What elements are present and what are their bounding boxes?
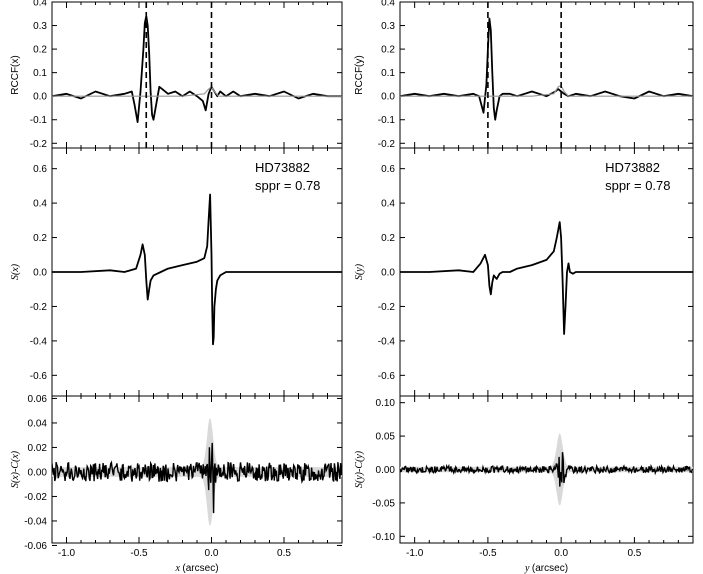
- y-tick-label: 0.00: [376, 465, 396, 476]
- y-tick-label: -0.06: [24, 541, 47, 552]
- error-band: [52, 418, 342, 526]
- y-tick-label: 0.10: [376, 398, 396, 409]
- panel-1: -0.6 -0.4 -0.2 0.0 0.2 0.4 0.6 S(x) HD73882 sppr …: [10, 147, 343, 397]
- y-tick-label: -0.2: [378, 302, 396, 313]
- y-tick-label: 0.2: [381, 45, 395, 56]
- y-axis-label: S(y)-C(y): [354, 450, 365, 488]
- y-tick-label: -0.04: [24, 516, 47, 527]
- y-axis-label: RCCF(x): [10, 55, 21, 94]
- plot-area: [400, 433, 693, 506]
- x-tick-label: -0.5: [130, 548, 148, 559]
- star-name-label: HD73882: [605, 160, 660, 175]
- y-tick-label: 0.2: [33, 233, 47, 244]
- plot-frame: [51, 1, 343, 149]
- y-tick-label: 0.06: [28, 394, 48, 405]
- y-tick-label: -0.4: [378, 336, 396, 347]
- y-tick-label: 0.02: [28, 443, 48, 454]
- y-tick-label: -0.1: [30, 115, 48, 126]
- y-tick-label: 0.4: [33, 0, 47, 9]
- y-tick-label: -0.2: [378, 139, 396, 150]
- secondary-series-line: [400, 85, 693, 97]
- y-tick-label: 0.4: [381, 199, 395, 210]
- series-line: [52, 15, 342, 123]
- plot-area: [400, 2, 693, 148]
- residual-line: [52, 442, 342, 514]
- y-tick-label: 0.4: [381, 0, 395, 9]
- y-axis-label: S(y): [354, 263, 365, 280]
- series-line: [400, 221, 693, 335]
- x-axis-label: x (arcsec): [174, 563, 218, 574]
- y-axis-label: RCCF(y): [354, 55, 365, 94]
- x-tick-label: 0.0: [554, 548, 568, 559]
- sppr-label: sppr = 0.78: [605, 178, 670, 193]
- secondary-series-line: [52, 86, 342, 97]
- y-tick-label: -0.6: [378, 371, 396, 382]
- y-tick-label: -0.02: [24, 492, 47, 503]
- y-tick-label: -0.4: [30, 336, 48, 347]
- y-tick-label: 0.3: [381, 21, 395, 32]
- x-tick-label: 0.5: [627, 548, 641, 559]
- y-tick-label: 0.6: [381, 164, 395, 175]
- plot-frame: [399, 1, 694, 149]
- y-tick-label: 0.2: [33, 45, 47, 56]
- y-tick-label: 0.05: [376, 432, 396, 443]
- y-tick-label: 0.0: [381, 92, 395, 103]
- plot-area: [400, 221, 693, 335]
- y-tick-label: 0.4: [33, 199, 47, 210]
- x-tick-label: -1.0: [58, 548, 76, 559]
- y-tick-label: 0.3: [33, 21, 47, 32]
- x-axis-label: y (arcsec): [524, 563, 568, 574]
- y-tick-label: -0.2: [30, 302, 48, 313]
- y-axis-label: S(x): [10, 263, 21, 280]
- y-tick-label: 0.0: [33, 268, 47, 279]
- sppr-label: sppr = 0.78: [255, 178, 320, 193]
- y-tick-label: -0.1: [378, 115, 396, 126]
- y-tick-label: 0.04: [28, 418, 48, 429]
- y-tick-label: -0.10: [372, 532, 395, 543]
- y-axis-label: S(x)-C(x): [10, 450, 21, 488]
- panel-4: -0.6 -0.4 -0.2 0.0 0.2 0.4 0.6 S(y) HD73882 sppr …: [354, 147, 694, 397]
- x-tick-label: -0.5: [479, 548, 497, 559]
- y-tick-label: 0.2: [381, 233, 395, 244]
- panel-0: -0.2 -0.1 0.0 0.1 0.2 0.3 0.4 RCCF(x): [10, 0, 343, 150]
- x-tick-label: 0.0: [205, 548, 219, 559]
- x-tick-label: 0.5: [277, 548, 291, 559]
- star-name-label: HD73882: [255, 160, 310, 175]
- plot-area: [52, 193, 342, 346]
- y-tick-label: -0.2: [30, 139, 48, 150]
- y-tick-label: 0.00: [28, 467, 48, 478]
- x-tick-label: -1.0: [406, 548, 424, 559]
- y-tick-label: 0.0: [33, 92, 47, 103]
- y-tick-label: 0.1: [33, 68, 47, 79]
- plot-area: [52, 418, 342, 526]
- y-tick-label: -0.05: [372, 498, 395, 509]
- series-line: [400, 17, 693, 121]
- series-line: [52, 193, 342, 346]
- y-tick-label: 0.6: [33, 164, 47, 175]
- y-tick-label: 0.1: [381, 68, 395, 79]
- residual-line: [400, 452, 693, 487]
- panel-2: -0.06 -0.04 -0.02 0.00 0.02 0.04 0.06 -1.0 -0.5 0…: [10, 394, 343, 574]
- panel-5: -0.10 -0.05 0.00 0.05 0.10 -1.0 -0.5 0.0 0.5 y (a…: [354, 395, 694, 574]
- panel-3: -0.2 -0.1 0.0 0.1 0.2 0.3 0.4 RCCF(y): [354, 0, 694, 150]
- plot-area: [52, 2, 342, 148]
- y-tick-label: 0.0: [381, 268, 395, 279]
- y-tick-label: -0.6: [30, 371, 48, 382]
